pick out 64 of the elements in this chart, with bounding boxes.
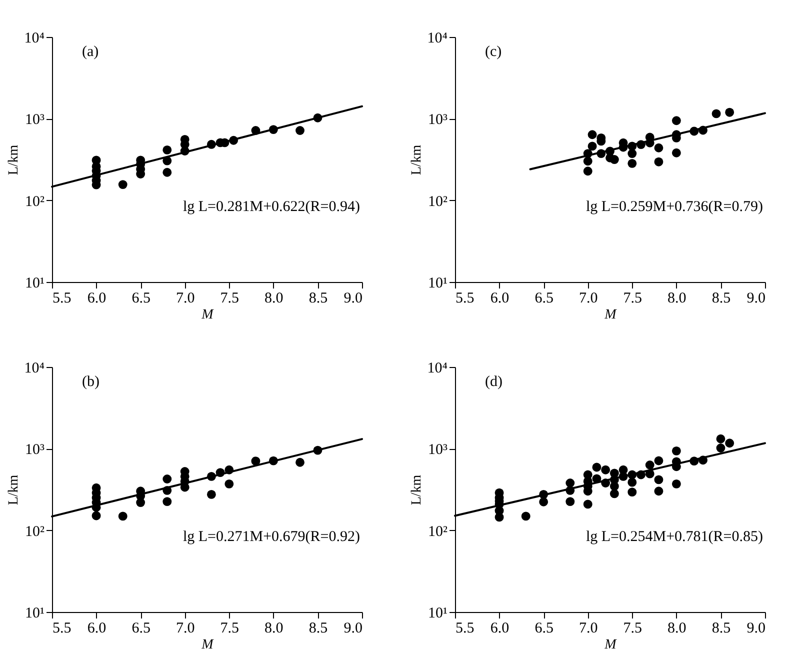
x-tick-label: 6.5 bbox=[534, 290, 554, 306]
x-tick-label: 8.0 bbox=[264, 290, 284, 306]
x-tick-label: 8.5 bbox=[308, 290, 328, 306]
x-tick-label: 6.5 bbox=[132, 290, 150, 306]
x-tick-label: 9.0 bbox=[746, 620, 766, 636]
x-tick-label: 6.0 bbox=[87, 620, 106, 636]
x-tick-label: 7.0 bbox=[578, 620, 598, 636]
x-tick-label: 9.0 bbox=[746, 290, 766, 306]
y-axis-title: L/km bbox=[6, 474, 22, 506]
y-tick-label: 10¹ bbox=[428, 606, 448, 622]
y-tick-label: 10⁴ bbox=[427, 360, 448, 376]
y-tick-label: 10¹ bbox=[25, 606, 44, 622]
x-tick-label: 7.0 bbox=[176, 620, 195, 636]
x-tick-label: 8.0 bbox=[668, 620, 686, 636]
x-tick-label: 8.5 bbox=[712, 290, 731, 306]
y-tick-label: 10⁴ bbox=[24, 360, 44, 376]
x-tick-label: 8.0 bbox=[264, 620, 284, 636]
chart-title: (d) bbox=[485, 374, 502, 390]
x-tick-label: 6.0 bbox=[490, 620, 510, 636]
x-axis-title: M bbox=[200, 308, 215, 322]
y-axis-title: L/km bbox=[409, 474, 424, 506]
x-tick-label: 8.5 bbox=[712, 620, 731, 636]
y-tick-label: 10² bbox=[25, 194, 45, 210]
x-tick-label: 5.5 bbox=[52, 290, 72, 306]
x-tick-label: 8.5 bbox=[308, 620, 328, 636]
y-tick-label: 10² bbox=[25, 524, 45, 540]
x-tick-label: 6.0 bbox=[87, 290, 106, 306]
chart-title: (a) bbox=[82, 44, 99, 60]
x-axis-title: M bbox=[604, 308, 618, 322]
annotation: lg L=0.259M+0.736(R=0.79) bbox=[586, 199, 763, 216]
x-tick-label: 9.0 bbox=[344, 620, 362, 636]
annotation: lg L=0.254M+0.781(R=0.85) bbox=[586, 529, 763, 546]
x-tick-label: 5.5 bbox=[456, 620, 474, 636]
x-tick-label: 7.0 bbox=[578, 290, 598, 306]
x-axis-title: M bbox=[604, 638, 618, 652]
x-tick-label: 6.5 bbox=[132, 620, 150, 636]
annotation: lg L=0.271M+0.679(R=0.92) bbox=[182, 529, 360, 546]
x-tick-label: 7.5 bbox=[623, 290, 642, 306]
y-tick-label: 10¹ bbox=[428, 276, 448, 292]
x-axis-title: M bbox=[200, 638, 215, 652]
x-tick-label: 8.0 bbox=[668, 290, 686, 306]
y-tick-label: 10⁴ bbox=[427, 30, 448, 46]
x-tick-label: 7.0 bbox=[176, 290, 195, 306]
y-tick-label: 10³ bbox=[428, 442, 448, 458]
y-tick-label: 10² bbox=[428, 194, 448, 210]
y-axis-title: L/km bbox=[409, 144, 424, 176]
chart-title: (c) bbox=[485, 44, 502, 60]
annotation: lg L=0.281M+0.622(R=0.94) bbox=[182, 199, 360, 216]
x-tick-label: 5.5 bbox=[456, 290, 474, 306]
x-tick-label: 6.0 bbox=[490, 290, 510, 306]
y-tick-label: 10¹ bbox=[25, 276, 44, 292]
y-tick-label: 10³ bbox=[25, 442, 45, 458]
y-tick-label: 10³ bbox=[25, 112, 45, 128]
x-tick-label: 6.5 bbox=[534, 620, 554, 636]
y-axis-title: L/km bbox=[6, 144, 22, 176]
chart-title: (b) bbox=[82, 374, 100, 390]
x-tick-label: 7.5 bbox=[220, 620, 240, 636]
x-tick-label: 7.5 bbox=[623, 620, 642, 636]
y-tick-label: 10² bbox=[428, 524, 448, 540]
x-tick-label: 5.5 bbox=[52, 620, 72, 636]
x-tick-label: 7.5 bbox=[220, 290, 240, 306]
x-tick-label: 9.0 bbox=[344, 290, 362, 306]
y-tick-label: 10⁴ bbox=[24, 30, 44, 46]
y-tick-label: 10³ bbox=[428, 112, 448, 128]
